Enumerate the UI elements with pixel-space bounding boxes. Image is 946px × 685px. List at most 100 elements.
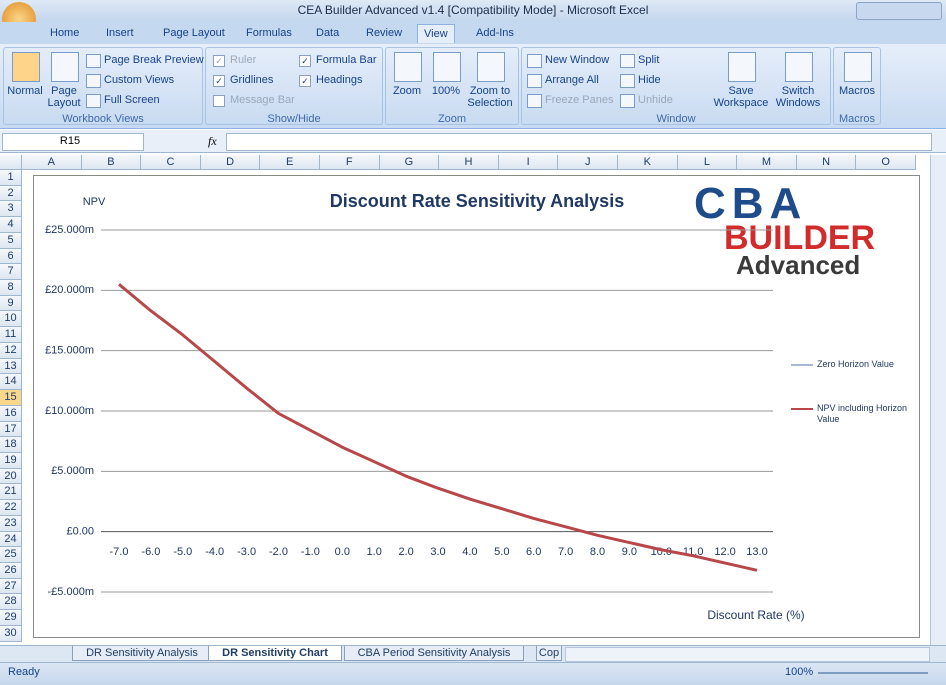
row-header[interactable]: 9 bbox=[0, 295, 22, 312]
checkbox[interactable]: ✓ bbox=[299, 75, 311, 87]
sheet-tab[interactable]: CBA Period Sensitivity Analysis bbox=[344, 646, 524, 661]
ribbon-button[interactable]: Page Layout bbox=[47, 85, 81, 109]
row-header[interactable]: 25 bbox=[0, 547, 22, 563]
row-header[interactable]: 30 bbox=[0, 625, 22, 642]
legend-entry[interactable]: Zero Horizon Value bbox=[817, 359, 894, 369]
row-header[interactable]: 2 bbox=[0, 185, 22, 202]
sheet-tab[interactable]: DR Sensitivity Chart bbox=[208, 646, 342, 661]
row-header[interactable]: 4 bbox=[0, 217, 22, 233]
ribbon-button[interactable]: Zoom bbox=[392, 85, 422, 97]
sheet-tab[interactable]: DR Sensitivity Analysis bbox=[72, 646, 212, 661]
row-header[interactable]: 12 bbox=[0, 342, 22, 359]
row-header[interactable]: 29 bbox=[0, 610, 22, 626]
column-header[interactable]: J bbox=[558, 155, 618, 170]
ribbon-tab[interactable]: Insert bbox=[106, 27, 134, 39]
column-header[interactable]: E bbox=[260, 155, 320, 170]
column-header[interactable]: H bbox=[439, 155, 499, 170]
ribbon-icon-small bbox=[620, 54, 635, 68]
checkbox[interactable]: ✓ bbox=[299, 55, 311, 67]
checkbox[interactable]: ✓ bbox=[213, 55, 225, 67]
ribbon-button[interactable]: Zoom to Selection bbox=[467, 85, 513, 109]
row-header[interactable]: 8 bbox=[0, 280, 22, 296]
ribbon-button[interactable]: Macros bbox=[838, 85, 876, 97]
x-tick-label: 13.0 bbox=[746, 546, 767, 558]
row-header[interactable]: 17 bbox=[0, 421, 22, 438]
row-header[interactable]: 10 bbox=[0, 311, 22, 328]
ribbon-group bbox=[3, 47, 203, 125]
row-header[interactable]: 1 bbox=[0, 170, 22, 186]
checkbox[interactable] bbox=[213, 95, 225, 107]
ribbon-button[interactable]: Arrange All bbox=[545, 74, 599, 86]
ribbon-button[interactable]: Save Workspace bbox=[713, 85, 769, 109]
ribbon-tab[interactable]: Data bbox=[316, 27, 340, 39]
ribbon-button[interactable]: Page Break Preview bbox=[104, 54, 204, 66]
ribbon-button[interactable]: Normal bbox=[7, 85, 43, 97]
ribbon-button[interactable]: 100% bbox=[431, 85, 461, 97]
ribbon-button[interactable]: Freeze Panes bbox=[545, 94, 614, 106]
row-header[interactable]: 21 bbox=[0, 484, 22, 501]
row-header[interactable]: 3 bbox=[0, 201, 22, 218]
ribbon-tab[interactable]: Page Layout bbox=[163, 27, 225, 39]
row-header[interactable]: 26 bbox=[0, 563, 22, 579]
row-header[interactable]: 23 bbox=[0, 515, 22, 532]
zoom-slider[interactable] bbox=[818, 672, 928, 674]
fx-label: fx bbox=[208, 134, 217, 148]
row-header[interactable]: 13 bbox=[0, 358, 22, 375]
vertical-scrollbar[interactable] bbox=[930, 155, 946, 645]
row-header[interactable]: 19 bbox=[0, 452, 22, 469]
ribbon-button[interactable]: Formula Bar bbox=[316, 54, 377, 66]
row-header[interactable]: 15 bbox=[0, 390, 22, 406]
ribbon-tab[interactable]: Review bbox=[366, 27, 403, 39]
column-header[interactable]: G bbox=[379, 155, 440, 170]
ribbon-tab[interactable]: Home bbox=[50, 27, 80, 39]
horizontal-scrollbar[interactable] bbox=[565, 647, 930, 662]
ribbon-button[interactable]: Split bbox=[638, 54, 660, 66]
group-label: Workbook Views bbox=[62, 113, 144, 125]
ribbon-tab[interactable]: Formulas bbox=[246, 27, 292, 39]
row-header[interactable]: 27 bbox=[0, 578, 22, 595]
ribbon-button[interactable]: New Window bbox=[545, 54, 610, 66]
row-header[interactable]: 11 bbox=[0, 327, 22, 343]
ribbon-button[interactable]: Ruler bbox=[230, 54, 257, 66]
row-header[interactable]: 22 bbox=[0, 500, 22, 516]
row-header[interactable]: 24 bbox=[0, 531, 22, 548]
formula-input[interactable] bbox=[226, 133, 932, 151]
sheet-tab[interactable]: Cop bbox=[536, 646, 562, 661]
column-header[interactable]: B bbox=[81, 155, 142, 170]
column-header[interactable]: F bbox=[320, 155, 380, 170]
ribbon-button[interactable]: Gridlines bbox=[230, 74, 274, 86]
row-header[interactable]: 7 bbox=[0, 264, 22, 281]
column-header[interactable]: I bbox=[498, 155, 559, 170]
row-header[interactable]: 6 bbox=[0, 248, 22, 265]
column-header[interactable]: D bbox=[200, 155, 261, 170]
legend-entry[interactable]: NPV including Horizon Value bbox=[817, 403, 908, 424]
row-header[interactable]: 5 bbox=[0, 232, 22, 249]
column-header[interactable]: C bbox=[141, 155, 201, 170]
ribbon-tab[interactable]: Add-Ins bbox=[476, 27, 514, 39]
row-header[interactable]: 14 bbox=[0, 374, 22, 391]
row-header[interactable]: 18 bbox=[0, 437, 22, 453]
ribbon-tab[interactable]: View bbox=[417, 24, 455, 43]
ribbon-button[interactable]: Custom Views bbox=[104, 74, 175, 86]
column-header[interactable]: K bbox=[618, 155, 678, 170]
ribbon-button[interactable]: Switch Windows bbox=[775, 85, 821, 109]
row-header[interactable]: 16 bbox=[0, 405, 22, 422]
row-header[interactable]: 28 bbox=[0, 594, 22, 611]
x-tick-label: 3.0 bbox=[430, 546, 445, 558]
ribbon-button[interactable]: Headings bbox=[316, 74, 363, 86]
column-header[interactable]: A bbox=[22, 155, 82, 170]
chart-area[interactable]: Discount Rate Sensitivity Analysis NPV D… bbox=[33, 175, 920, 638]
column-header[interactable]: O bbox=[856, 155, 916, 170]
window-controls[interactable] bbox=[856, 2, 942, 20]
ribbon-button[interactable]: Unhide bbox=[638, 94, 673, 106]
column-header[interactable]: M bbox=[737, 155, 797, 170]
ribbon-button[interactable]: Message Bar bbox=[230, 94, 295, 106]
column-header[interactable]: N bbox=[796, 155, 857, 170]
checkbox[interactable]: ✓ bbox=[213, 75, 225, 87]
x-tick-label: -3.0 bbox=[237, 546, 256, 558]
name-box[interactable] bbox=[2, 133, 144, 151]
column-header[interactable]: L bbox=[677, 155, 738, 170]
ribbon-button[interactable]: Hide bbox=[638, 74, 661, 86]
row-header[interactable]: 20 bbox=[0, 468, 22, 485]
ribbon-button[interactable]: Full Screen bbox=[104, 94, 160, 106]
